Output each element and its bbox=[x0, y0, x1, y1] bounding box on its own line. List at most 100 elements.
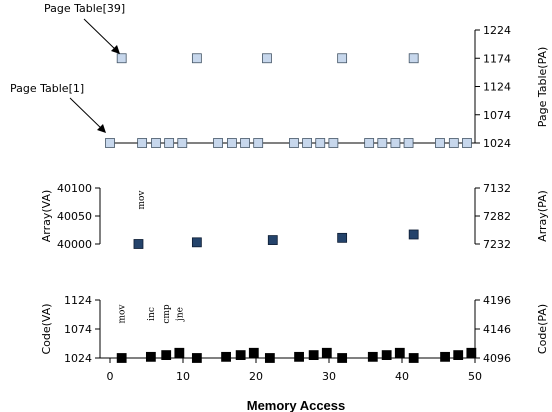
x-tick-label: 20 bbox=[249, 370, 263, 383]
code-right-ticks: 4096 4146 4196 bbox=[475, 294, 511, 365]
page-table-right-ticks: 1024 1074 1124 1174 1224 bbox=[475, 24, 511, 150]
page-table-point bbox=[164, 138, 175, 148]
code-panel: 1024 1074 1124 4096 4146 4196 0 10 20 30 40 50 Co… bbox=[40, 294, 549, 383]
annotation-page-table-1-text: Page Table[1] bbox=[10, 82, 84, 95]
array-right-axis-label: Array(PA) bbox=[536, 190, 549, 242]
array-left-ticks: 40000 40050 40100 bbox=[57, 182, 100, 251]
page-table-point bbox=[227, 138, 237, 148]
code-point bbox=[294, 351, 304, 362]
left-tick-label: 40100 bbox=[57, 182, 92, 195]
left-tick-label: 1124 bbox=[64, 294, 92, 307]
page-table-point bbox=[462, 138, 472, 148]
code-point bbox=[337, 353, 348, 363]
page-table-point bbox=[253, 138, 264, 148]
array-points bbox=[133, 229, 419, 249]
left-tick-label: 1074 bbox=[64, 323, 92, 336]
code-point bbox=[235, 350, 246, 361]
annotation-page-table-1-arrowhead bbox=[97, 124, 106, 133]
left-tick-label: 1024 bbox=[64, 352, 92, 365]
code-point bbox=[308, 350, 319, 361]
code-annotation: cmp bbox=[162, 304, 172, 324]
page-table-point bbox=[337, 53, 348, 64]
code-point bbox=[264, 353, 275, 363]
annotation-page-table-1: Page Table[1] bbox=[10, 82, 106, 133]
code-point bbox=[221, 351, 231, 362]
code-point bbox=[381, 350, 392, 361]
page-table-point bbox=[377, 138, 388, 148]
code-annotation: inc bbox=[147, 307, 157, 321]
right-tick-label: 7232 bbox=[483, 238, 511, 251]
code-point bbox=[161, 350, 172, 361]
page-table-point bbox=[364, 138, 375, 148]
page-table-point bbox=[328, 138, 339, 148]
x-tick-label: 50 bbox=[468, 370, 482, 383]
right-tick-label: 1074 bbox=[483, 109, 511, 122]
left-tick-label: 40000 bbox=[57, 238, 92, 251]
array-right-ticks: 7232 7282 7132 bbox=[475, 182, 511, 251]
code-point bbox=[248, 347, 259, 358]
page-table-point bbox=[151, 138, 161, 148]
array-point bbox=[191, 237, 202, 248]
x-axis-ticks: 0 10 20 30 40 50 bbox=[107, 358, 482, 383]
right-tick-label: 7282 bbox=[483, 210, 511, 223]
page-table-point bbox=[177, 138, 188, 148]
array-point bbox=[267, 235, 278, 245]
code-point bbox=[145, 351, 156, 362]
code-point bbox=[321, 347, 332, 358]
code-right-axis-label: Code(PA) bbox=[536, 304, 549, 354]
code-left-ticks: 1024 1074 1124 bbox=[64, 294, 100, 365]
code-point bbox=[440, 351, 450, 362]
page-table-point bbox=[213, 138, 223, 148]
page-table-point bbox=[105, 138, 115, 148]
page-table-point bbox=[390, 138, 401, 148]
annotation-page-table-39: Page Table[39] bbox=[44, 2, 125, 54]
x-tick-label: 10 bbox=[176, 370, 190, 383]
right-tick-label: 1124 bbox=[483, 81, 511, 94]
array-left-axis-label: Array(VA) bbox=[40, 190, 53, 243]
code-point bbox=[191, 353, 202, 363]
annotation-page-table-39-text: Page Table[39] bbox=[44, 2, 125, 15]
page-table-point bbox=[289, 138, 299, 148]
annotation-page-table-39-arrowhead bbox=[111, 45, 120, 54]
right-tick-label: 4096 bbox=[483, 352, 511, 365]
x-tick-label: 30 bbox=[322, 370, 336, 383]
array-point bbox=[408, 229, 419, 240]
page-table-point bbox=[240, 138, 250, 148]
page-table-point bbox=[408, 53, 419, 64]
right-tick-label: 4196 bbox=[483, 294, 511, 307]
page-table-point bbox=[448, 138, 459, 148]
right-tick-label: 7132 bbox=[483, 182, 511, 195]
page-table-right-axis-label: Page Table(PA) bbox=[536, 47, 549, 128]
page-table-point bbox=[116, 53, 127, 64]
annotation-page-table-1-arrow bbox=[69, 97, 105, 132]
page-table-point bbox=[435, 138, 445, 148]
x-tick-label: 0 bbox=[107, 370, 114, 383]
code-point bbox=[394, 347, 405, 358]
x-tick-label: 40 bbox=[395, 370, 409, 383]
code-annotation: jne bbox=[175, 307, 185, 322]
code-point bbox=[466, 347, 477, 358]
array-point bbox=[337, 232, 348, 243]
x-axis-label: Memory Access bbox=[247, 398, 346, 412]
right-tick-label: 1024 bbox=[483, 137, 511, 150]
array-point bbox=[133, 239, 144, 249]
annotation-page-table-39-arrow bbox=[83, 18, 119, 53]
page-table-point bbox=[403, 138, 414, 148]
page-table-point bbox=[191, 53, 202, 64]
page-table-point bbox=[137, 138, 148, 148]
page-table-point bbox=[315, 138, 326, 148]
left-tick-label: 40050 bbox=[57, 210, 92, 223]
array-annotation-mov: mov bbox=[137, 190, 147, 210]
page-table-point bbox=[302, 138, 313, 148]
right-tick-label: 4146 bbox=[483, 323, 511, 336]
code-point bbox=[174, 347, 185, 358]
right-tick-label: 1174 bbox=[483, 52, 511, 65]
right-tick-label: 1224 bbox=[483, 24, 511, 37]
page-table-points bbox=[105, 53, 472, 148]
page-table-panel: 1024 1074 1124 1174 1224 Page Table(PA) Page… bbox=[10, 2, 549, 150]
array-panel: 40000 40050 40100 7232 7282 7132 Array(VA) A… bbox=[40, 182, 549, 251]
code-point bbox=[116, 353, 127, 363]
code-point bbox=[408, 353, 419, 363]
code-points bbox=[116, 347, 477, 363]
